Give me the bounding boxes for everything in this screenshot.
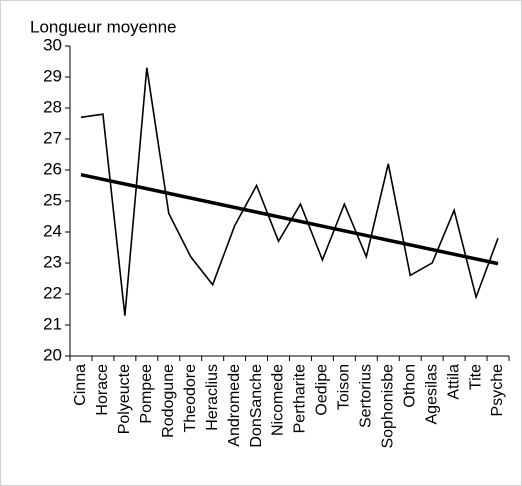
x-tick-label: Othon [401, 364, 418, 408]
x-tick-label: Psyche [489, 364, 506, 417]
x-tick-label: DonSanche [248, 364, 265, 448]
x-tick-label: Nicomede [270, 364, 287, 436]
chart-title: Longueur moyenne [30, 17, 177, 36]
x-tick-label: Agesilas [423, 364, 440, 424]
x-tick-label: Theodore [182, 364, 199, 433]
x-tick-label: Tite [467, 364, 484, 390]
x-tick-label: Heraclius [204, 364, 221, 431]
y-tick-label: 26 [43, 159, 62, 178]
x-tick-label: Cinna [72, 364, 89, 406]
y-tick-label: 25 [43, 190, 62, 209]
x-tick-label: Polyeucte [116, 364, 133, 434]
y-tick-label: 29 [43, 66, 62, 85]
x-tick-label: Horace [94, 364, 111, 416]
y-tick-label: 20 [43, 345, 62, 364]
y-tick-label: 21 [43, 314, 62, 333]
y-tick-label: 22 [43, 283, 62, 302]
x-tick-label: Sertorius [358, 364, 375, 428]
x-tick-label: Oedipe [314, 364, 331, 416]
x-tick-label: Rodogune [160, 364, 177, 438]
x-tick-label: Andromede [226, 364, 243, 447]
y-tick-label: 28 [43, 97, 62, 116]
y-tick-label: 30 [43, 35, 62, 54]
data-line [80, 67, 499, 316]
x-tick-label: Pertharite [292, 364, 309, 433]
x-tick-label: Attila [445, 364, 462, 400]
x-tick-label: Sophonisbe [379, 364, 396, 449]
y-tick-label: 24 [43, 221, 62, 240]
trend-line [80, 172, 499, 266]
x-tick-label: Toison [336, 364, 353, 410]
x-tick-label: Pompee [138, 364, 155, 424]
y-tick-label: 23 [43, 252, 62, 271]
y-tick-label: 27 [43, 128, 62, 147]
